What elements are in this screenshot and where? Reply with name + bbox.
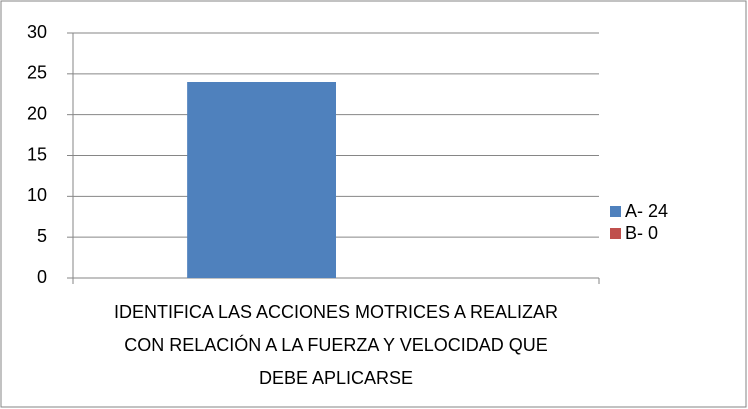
legend-swatch [610, 228, 621, 239]
legend-label: A- 24 [625, 201, 668, 221]
y-tick-label: 20 [27, 103, 47, 123]
y-tick-label: 0 [37, 267, 47, 287]
y-tick-label: 15 [27, 144, 47, 164]
y-tick-label: 30 [27, 22, 47, 42]
y-tick-label: 10 [27, 185, 47, 205]
bar [187, 82, 336, 278]
y-tick-label: 5 [37, 226, 47, 246]
y-tick-label: 25 [27, 63, 47, 83]
legend-label: B- 0 [625, 223, 658, 243]
x-tick-label: IDENTIFICA LAS ACCIONES MOTRICES A REALI… [113, 302, 559, 388]
legend-swatch [610, 206, 621, 217]
